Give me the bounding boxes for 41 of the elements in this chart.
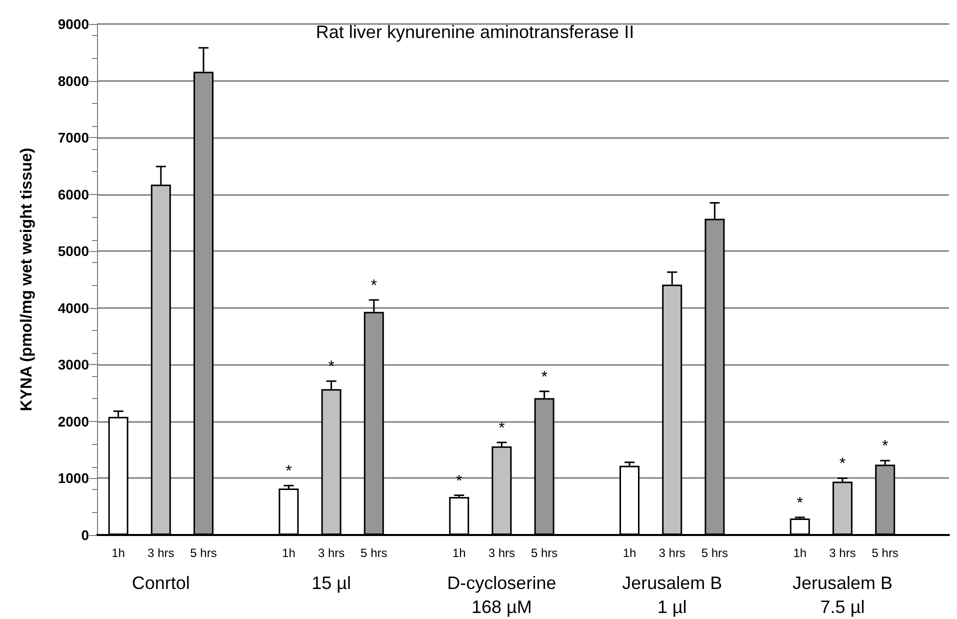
y-tick-label: 6000 — [58, 186, 90, 202]
x-tick-label: Jerusalem B 1 µl — [622, 573, 722, 617]
text: 1h — [622, 546, 636, 560]
text: 1h — [282, 546, 296, 560]
x-tick-label: 15 µl — [312, 573, 352, 593]
series-label: 5 hrs — [530, 546, 558, 560]
data-label: * — [370, 277, 378, 294]
y-tick-label: 9000 — [58, 16, 90, 32]
y-tick-label: 2000 — [58, 413, 90, 430]
y-tick-label: 3000 — [58, 356, 90, 373]
data-label: * — [286, 463, 292, 480]
text: 3 hrs — [148, 546, 174, 560]
y-tick-label: 5000 — [58, 243, 90, 260]
text: 5 hrs — [872, 546, 898, 560]
data-label: * — [456, 472, 462, 490]
y-tick-label: 0 — [81, 527, 90, 543]
y-tick-label: 7000 — [58, 130, 90, 146]
text: 1h — [452, 546, 466, 560]
x-tick-label: D-cycloserine 168 µM — [447, 573, 556, 617]
x-tick-label: Jerusalem B 7.5 µl — [792, 573, 893, 617]
y-tick-label: 8000 — [58, 72, 90, 89]
data-label: * — [882, 438, 888, 456]
y-axis-title: KYNA (pmol/mg wet weight tissue) — [18, 148, 36, 412]
y-tick-label: 1000 — [58, 470, 90, 486]
data-label: * — [541, 368, 548, 386]
data-label: * — [839, 456, 846, 473]
text: 3 hrs — [488, 546, 516, 560]
text: 5 hrs — [360, 546, 388, 560]
text: 3 hrs — [658, 546, 686, 560]
data-label: * — [498, 420, 505, 437]
series-label: 3 hrs — [318, 546, 345, 560]
x-tick-label: Conrtol — [132, 573, 190, 593]
text: 1h — [793, 546, 807, 560]
y-tick-label: 4000 — [58, 300, 90, 316]
data-label: * — [796, 494, 804, 512]
text: 3 hrs — [829, 546, 856, 560]
text: 5 hrs — [701, 546, 728, 560]
series-label: 1h — [112, 546, 125, 560]
chart-title: Rat liver kynurenine aminotransferase II — [316, 22, 634, 42]
data-label: * — [328, 358, 334, 376]
text: 5 hrs — [190, 546, 217, 560]
